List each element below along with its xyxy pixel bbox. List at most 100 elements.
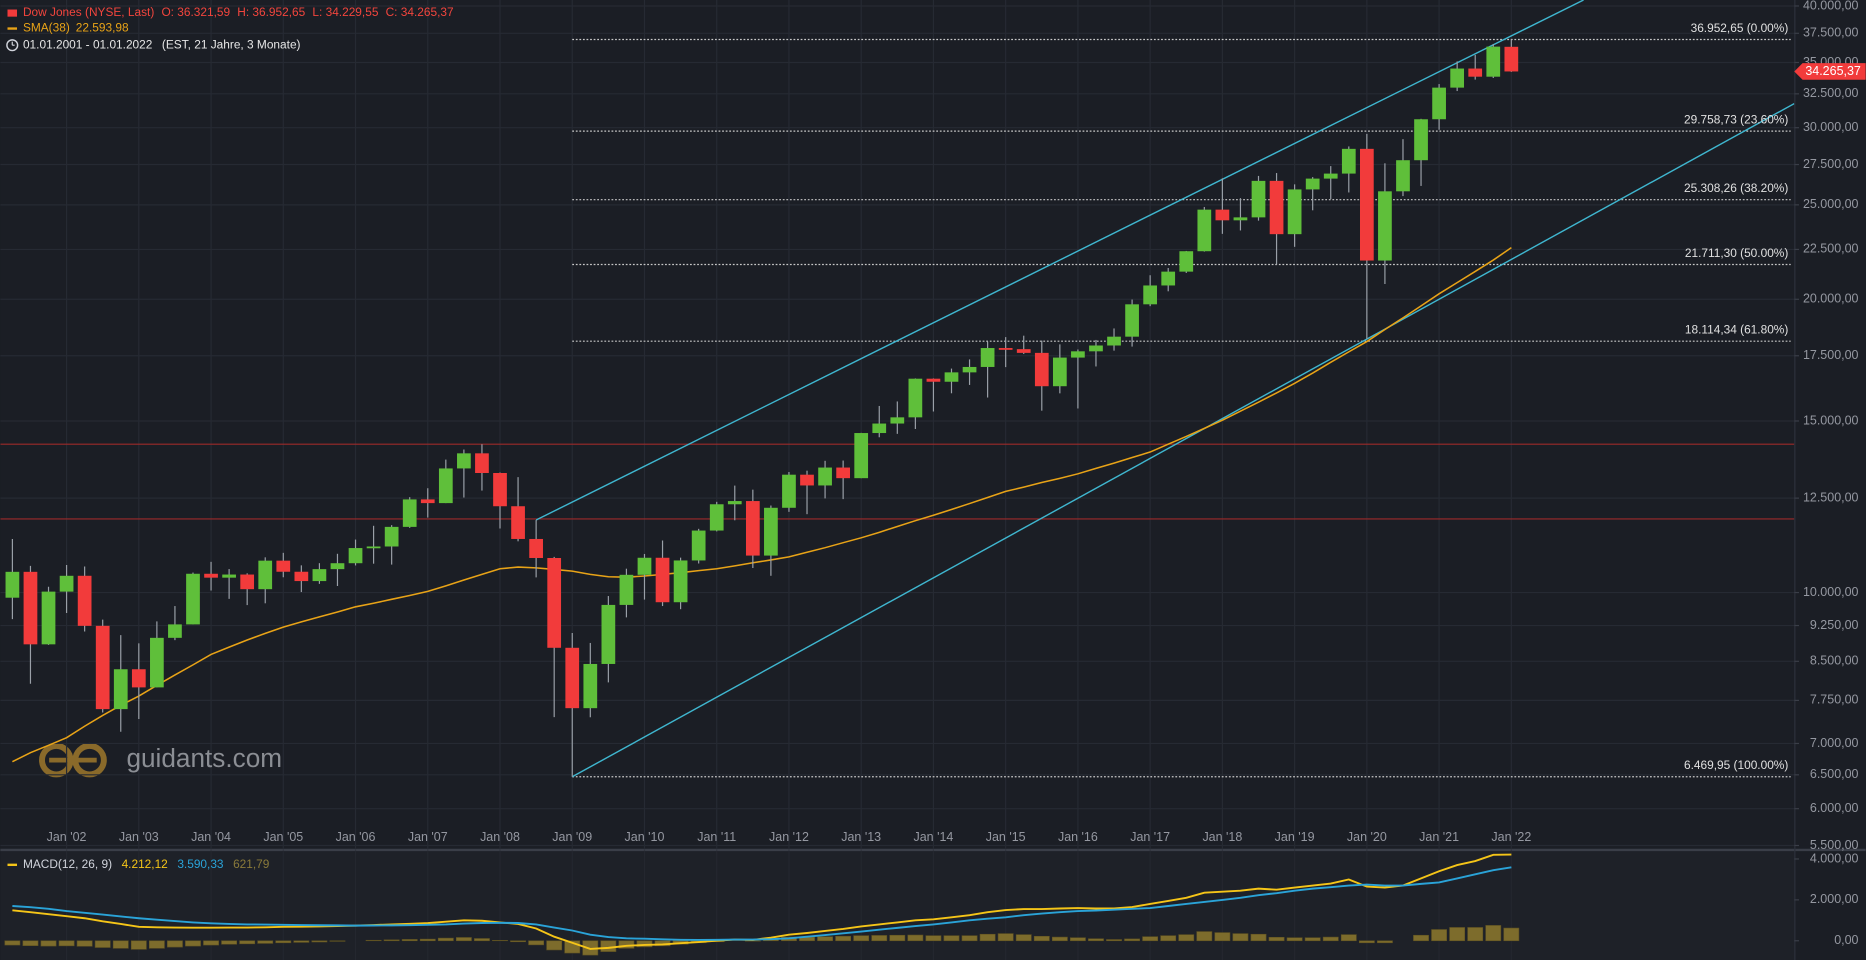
macd-histogram-bar	[22, 940, 39, 946]
fib-label: 25.308,26 (38.20%)	[1684, 181, 1788, 195]
macd-histogram-bar	[221, 940, 237, 945]
candle-body	[59, 575, 74, 592]
candle-body	[998, 348, 1013, 350]
x-tick-label: Jan '22	[1491, 830, 1531, 844]
macd-histogram-bar	[401, 939, 418, 942]
candle-body	[77, 575, 92, 626]
candle-body	[1197, 209, 1212, 252]
macd-histogram-bar	[546, 940, 563, 951]
candle-body	[854, 433, 869, 479]
candle-body	[800, 474, 814, 486]
macd-histogram-bar	[1088, 938, 1104, 942]
y-tick-label: 27.500,00	[1803, 157, 1859, 171]
macd-histogram-bar	[257, 940, 274, 944]
ohlc-value: C: 34.265,37	[386, 5, 454, 19]
candle-body	[1414, 119, 1428, 161]
trend-line	[571, 102, 1795, 778]
x-tick-label: Jan '15	[986, 830, 1026, 844]
macd-histogram-bar	[925, 935, 942, 942]
candle-body	[457, 453, 471, 469]
macd-histogram-bar	[889, 934, 906, 942]
macd-histogram-bar	[239, 940, 256, 945]
candle-body	[366, 546, 381, 549]
candle-body	[1486, 46, 1501, 77]
period: 01.01.2001 - 01.01.2022	[23, 37, 152, 51]
candle-body	[438, 468, 453, 504]
candle-body	[330, 563, 345, 570]
x-tick-label: Jan '16	[1058, 830, 1098, 844]
candle-body	[294, 571, 309, 582]
macd-histogram-bar	[1160, 935, 1177, 942]
y-tick-label: 30.000,00	[1803, 120, 1859, 134]
macd-histogram-bar	[1196, 931, 1213, 942]
signal-line	[12, 866, 1512, 941]
candle-body	[312, 569, 327, 582]
y-tick-label: 4.000,00	[1810, 851, 1859, 865]
candle-body	[637, 557, 652, 575]
ohlc-value: L: 34.229,55	[312, 5, 378, 19]
x-tick-label: Jan '10	[625, 830, 665, 844]
fib-label: 36.952,65 (0.00%)	[1691, 21, 1789, 35]
macd-histogram-bar	[1485, 925, 1502, 942]
candle-body	[1016, 349, 1031, 353]
x-tick-label: Jan '08	[480, 830, 520, 844]
x-tick-label: Jan '03	[119, 830, 159, 844]
candle-body	[1125, 304, 1139, 337]
last-price-tag	[1794, 63, 1866, 80]
candle-body	[745, 501, 760, 556]
macd-histogram-bar	[1106, 939, 1122, 942]
candle-body	[1233, 217, 1248, 221]
macd-histogram-bar	[961, 935, 978, 942]
y-tick-label: 10.000,00	[1803, 585, 1859, 599]
candle-body	[258, 560, 273, 590]
candle-body	[1359, 148, 1374, 261]
y-tick-label: 6.500,00	[1810, 767, 1859, 781]
x-tick-label: Jan '06	[336, 830, 376, 844]
y-tick-label: 37.500,00	[1803, 26, 1859, 40]
candle-body	[601, 604, 616, 664]
macd-histogram-bar	[600, 940, 617, 952]
candle-body	[1269, 180, 1284, 235]
macd-histogram-bar	[1015, 934, 1032, 942]
macd-histogram-bar	[1413, 934, 1429, 942]
y-tick-label: 5.500,00	[1810, 838, 1859, 852]
macd-histogram-bar	[1431, 929, 1447, 942]
candle-body	[1107, 336, 1121, 346]
candle-body	[240, 574, 255, 590]
macd-histogram-bar	[1449, 927, 1466, 942]
fib-label: 21.711,30 (50.00%)	[1685, 246, 1788, 260]
candle-body	[475, 453, 489, 474]
x-tick-label: Jan '20	[1347, 830, 1387, 844]
candle-body	[1305, 178, 1320, 190]
candle-body	[150, 637, 164, 688]
y-tick-label: 40.000,00	[1803, 0, 1859, 12]
y-tick-label: 0,00	[1834, 933, 1858, 947]
x-tick-label: Jan '11	[697, 830, 736, 844]
macd-histogram-bar	[1304, 937, 1321, 942]
candle-body	[727, 501, 742, 505]
candle-body	[41, 591, 56, 645]
y-tick-label: 32.500,00	[1803, 86, 1859, 100]
legend-value: 22.593,98	[76, 21, 129, 35]
macd-legend-value: 4.212,12	[122, 857, 168, 871]
y-tick-label: 6.000,00	[1810, 801, 1859, 815]
legend-name: SMA(38)	[23, 21, 70, 35]
chart-title: Dow Jones (NYSE, Last)	[23, 5, 154, 19]
candle-body	[1341, 148, 1356, 174]
macd-histogram-bar	[329, 940, 346, 942]
candle-body	[890, 417, 905, 424]
x-tick-label: Jan '19	[1275, 830, 1315, 844]
macd-histogram-bar	[943, 935, 960, 942]
x-tick-label: Jan '21	[1419, 830, 1459, 844]
macd-histogram-bar	[510, 940, 526, 943]
y-tick-label: 25.000,00	[1803, 197, 1859, 211]
macd-histogram-bar	[1070, 937, 1086, 942]
macd-histogram-bar	[1503, 927, 1520, 942]
macd-legend-value: 621,79	[233, 857, 270, 871]
candle-body	[962, 366, 977, 373]
macd-histogram-bar	[1377, 940, 1393, 944]
macd-histogram-bar	[456, 937, 472, 942]
candle-body	[186, 573, 200, 625]
